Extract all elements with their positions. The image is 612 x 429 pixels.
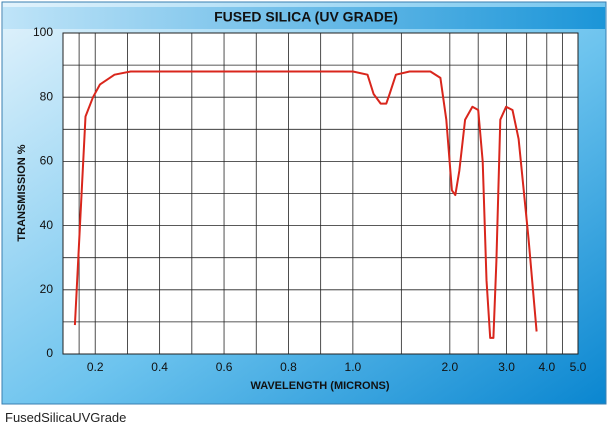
y-axis-label: TRANSMISSION %	[16, 144, 28, 241]
title-bar	[3, 7, 605, 29]
x-tick-label: 0.6	[216, 360, 233, 374]
x-tick-label: 2.0	[441, 360, 458, 374]
y-tick-label: 40	[40, 218, 54, 232]
caption: FusedSilicaUVGrade	[5, 410, 127, 425]
x-tick-label: 0.8	[280, 360, 297, 374]
chart: FUSED SILICA (UV GRADE) TRANSMISSION % W…	[1, 1, 607, 405]
x-tick-label: 3.0	[498, 360, 515, 374]
transmission-line	[73, 70, 538, 339]
x-tick-label: 1.0	[345, 360, 362, 374]
x-tick-label: 0.4	[151, 360, 168, 374]
chart-title: FUSED SILICA (UV GRADE)	[214, 9, 398, 25]
y-tick-label: 60	[40, 154, 54, 168]
y-tick-label: 100	[33, 25, 53, 39]
x-tick-label: 0.2	[87, 360, 104, 374]
x-tick-label: 4.0	[538, 360, 555, 374]
y-tick-label: 80	[40, 89, 54, 103]
y-tick-label: 0	[46, 346, 53, 360]
x-tick-label: 5.0	[570, 360, 587, 374]
y-tick-label: 20	[40, 282, 54, 296]
x-axis-label: WAVELENGTH (MICRONS)	[250, 380, 389, 392]
